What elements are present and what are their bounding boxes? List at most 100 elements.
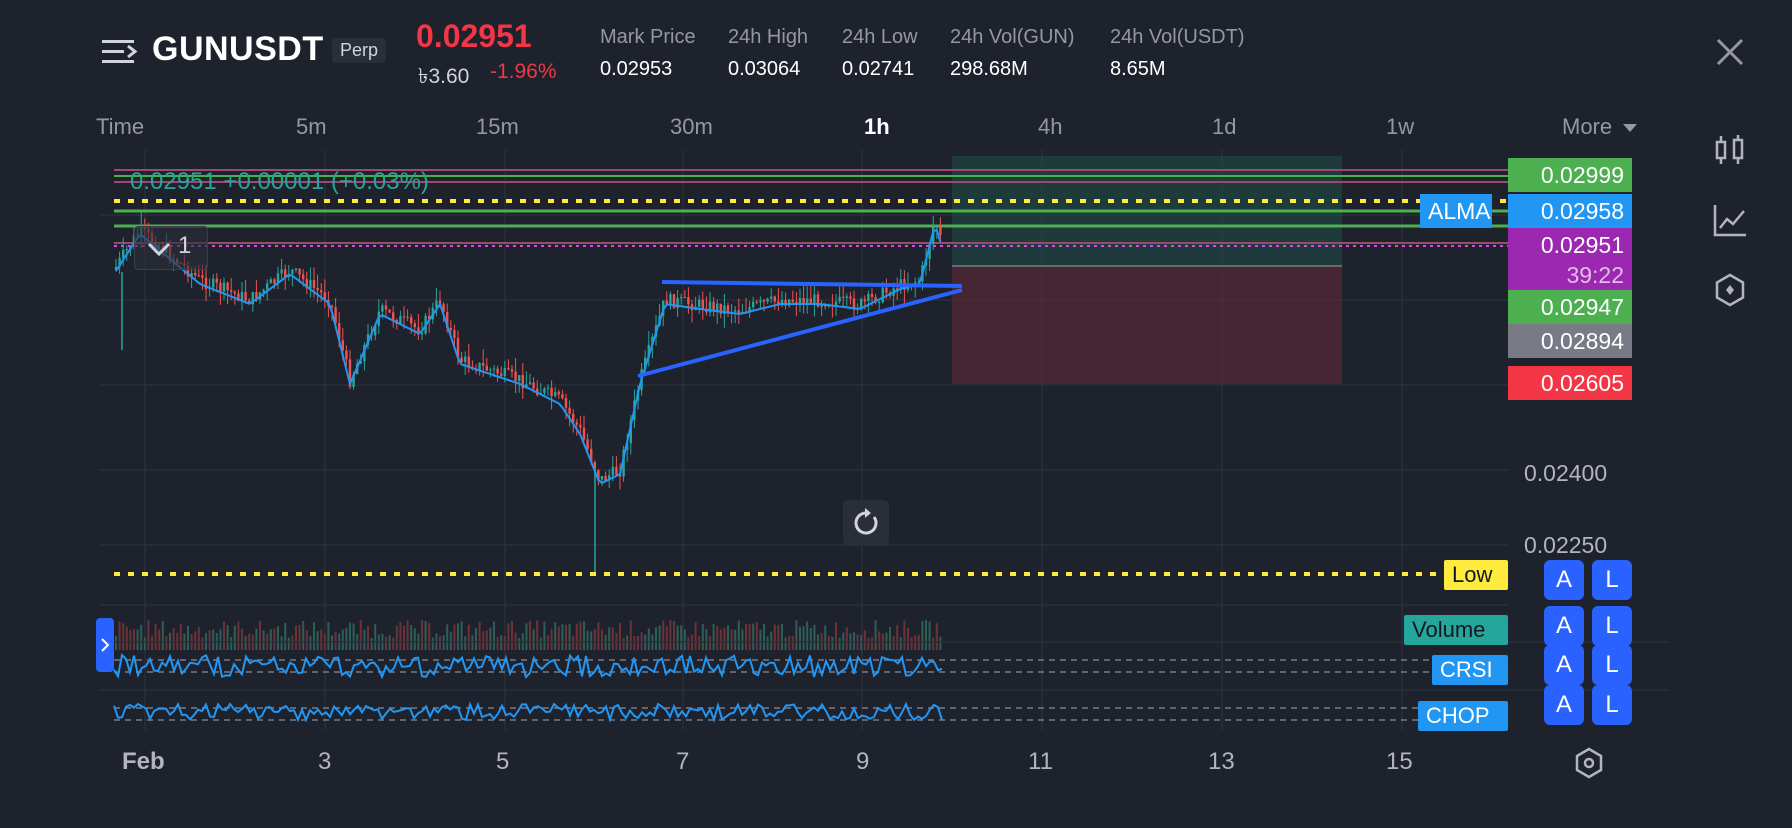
volume-bar [446,624,449,650]
volume-bar [532,629,535,650]
volume-bar [421,620,423,650]
volume-bar [179,624,182,650]
indicator-volume-tag[interactable]: Volume [1404,615,1508,645]
volume-bar [550,628,553,650]
crsi-line [113,652,943,680]
indicator-icon[interactable] [1712,202,1748,238]
caret-down-icon [1623,124,1638,132]
volume-bar [158,629,161,650]
tab-1w[interactable]: 1w [1386,114,1415,139]
candle-body [496,368,499,374]
candle-body [291,269,294,274]
layout-button[interactable]: L [1592,560,1632,600]
candle-body [435,300,438,308]
tab-1d[interactable]: 1d [1212,114,1237,139]
hexagon-settings-icon[interactable] [1712,272,1748,308]
close-icon[interactable] [1712,34,1748,70]
volume-bar [752,623,755,650]
candle-body [863,299,866,302]
candle-body [233,291,236,294]
axis-tick-label: 0.02400 [1524,460,1608,486]
candle-body [845,296,848,298]
more-timeframes-button[interactable]: More [1562,114,1638,140]
menu-icon[interactable] [100,32,140,72]
candle-body [406,316,409,318]
side-panel-toggle[interactable] [96,618,114,672]
candle-body [305,279,308,289]
date-tick: 15 [1386,748,1413,775]
candle-body [647,344,650,358]
volume-bar [791,635,794,650]
reset-icon[interactable] [843,500,889,546]
candle-body [878,302,881,304]
candle-body [759,300,762,303]
volume-bar [565,624,567,650]
candle-body [363,344,366,362]
candle-body [813,294,816,303]
tab-1h[interactable]: 1h [864,114,890,139]
trendline-upper[interactable] [661,280,963,288]
volume-bar [597,621,600,650]
indicator-chop-tag[interactable]: CHOP [1418,701,1508,731]
candle-body [564,398,568,408]
symbol-title[interactable]: GUNUSDT [152,30,324,68]
layout-button[interactable]: L [1592,606,1632,646]
candle-body [492,368,496,370]
layout-button[interactable]: L [1592,685,1632,725]
candle-body [507,367,510,370]
alert-button[interactable]: A [1544,606,1584,646]
candle-body [698,299,701,307]
candle-body [896,288,899,291]
candle-body [770,296,773,299]
pane-collapse-button[interactable] [134,226,208,270]
alert-button[interactable]: A [1544,685,1584,725]
volume-bar [734,629,737,650]
volume-bar [406,620,409,650]
volume-bar [385,636,387,650]
candle-body [881,287,884,303]
vol-usdt-value: 8.65M [1110,58,1166,80]
volume-bar [496,636,499,650]
candle-body [449,328,452,331]
price-label-green-top: 0.02999 [1508,158,1632,192]
candle-body [798,297,802,305]
volume-bar [795,620,798,650]
candle-body [604,475,607,481]
candle-body [269,279,272,284]
indicator-crsi-tag[interactable]: CRSI [1432,655,1508,685]
volume-bar [287,637,290,650]
candlestick-icon[interactable] [1712,132,1748,168]
candle-body [280,269,283,274]
candle-body [266,283,269,290]
volume-bar [705,629,708,650]
candle-body [521,375,524,389]
volume-bar [813,624,816,650]
chart-settings-icon[interactable] [1572,746,1606,780]
tab-30m[interactable]: 30m [670,114,713,139]
layout-button[interactable]: L [1592,645,1632,685]
tab-4h[interactable]: 4h [1038,114,1063,139]
tab-15m[interactable]: 15m [476,114,519,139]
volume-bar [241,628,243,650]
tab-5m[interactable]: 5m [296,114,327,139]
alert-button[interactable]: A [1544,645,1584,685]
volume-bar [291,635,294,650]
high-24h-label: 24h High [728,26,809,48]
tab-time[interactable]: Time [96,114,145,139]
trendline-lower[interactable] [637,288,963,378]
volume-bar [208,630,211,650]
alert-button[interactable]: A [1544,560,1584,600]
candle-body [809,298,812,303]
low-24h-value: 0.02741 [842,58,915,80]
volume-bar [637,635,639,650]
volume-bar [316,631,319,650]
candle-body [255,292,258,300]
volume-bar [237,621,240,650]
volume-bar [824,625,827,650]
volume-bar [352,623,355,650]
candle-body [806,298,809,304]
candle-body [582,427,586,440]
candle-body [345,350,348,360]
candle-body [359,361,362,364]
